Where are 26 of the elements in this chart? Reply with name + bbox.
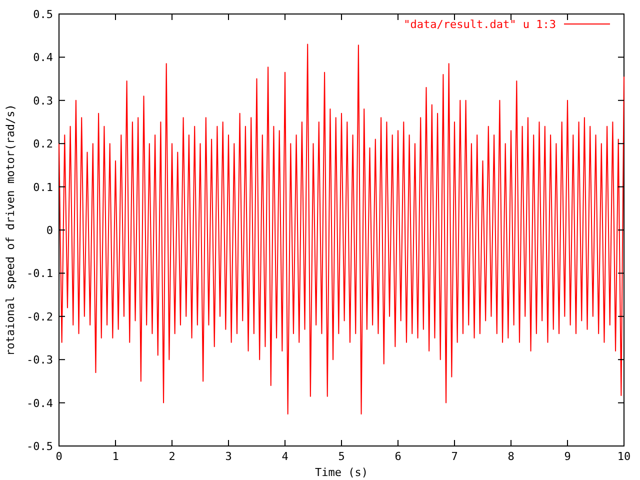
text: "data/result.dat" u 1:3 [404,18,556,31]
y-tick-label: -0.1 [26,267,53,280]
y-tick-label: 0.4 [33,51,54,64]
line-series [58,44,624,415]
y-tick-label: 0.3 [33,94,53,108]
x-tick-label: 10 [617,450,631,463]
y-tick-label: -0.5 [26,440,53,453]
x-tick-label: 3 [225,450,232,463]
x-tick-label: 4 [282,450,289,463]
x-tick-label: 6 [394,450,402,463]
x-tick-label: 8 [508,450,514,463]
x-tick-label: 9 [564,450,571,463]
x-tick-label: 7 [451,450,458,463]
x-tick-label: 1 [112,450,119,463]
y-axis-title: rotaional speed of driven motor(rad/s) [4,104,17,356]
y-tick-label: 0.2 [33,138,53,151]
y-tick-label: 0 [46,224,53,237]
y-tick-label: 0.5 [33,8,53,21]
y-tick-label: 0.1 [33,180,53,194]
x-tick-label: 5 [338,450,345,463]
x-tick-label: 0 [56,450,62,463]
x-axis-title: Time (s) [315,466,368,479]
x-tick-label: 2 [168,450,176,463]
y-tick-label: -0.2 [26,310,53,324]
y-tick-label: -0.4 [26,396,54,410]
y-tick-label: -0.3 [26,354,53,367]
